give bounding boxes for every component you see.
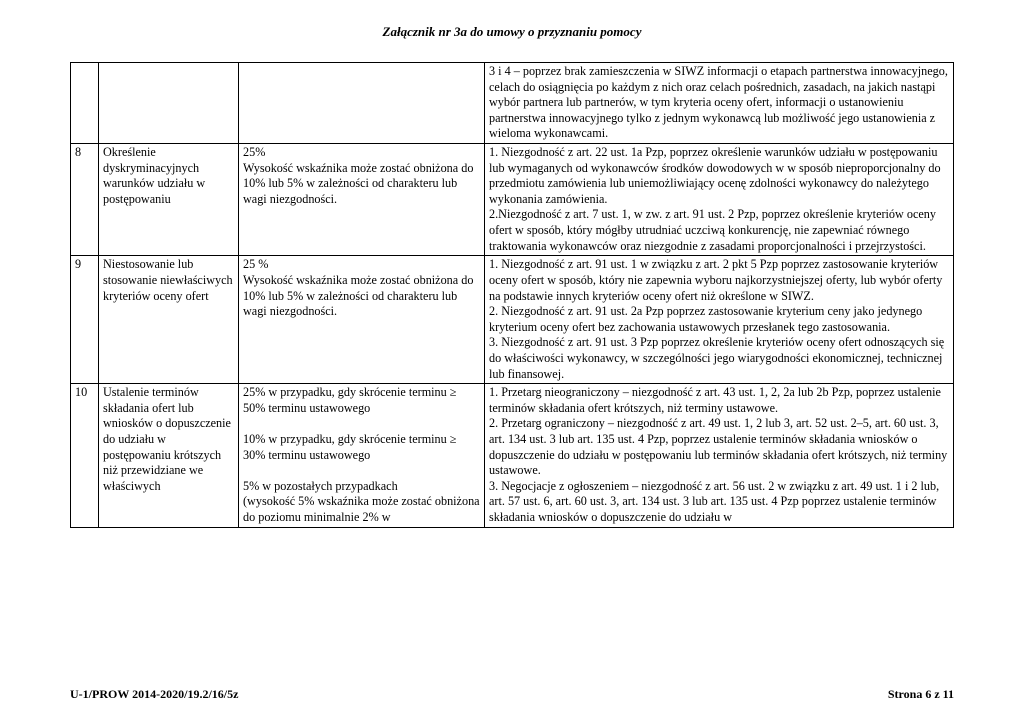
cell-number: 8 xyxy=(71,144,99,256)
main-table: 3 i 4 – poprzez brak zamieszczenia w SIW… xyxy=(70,62,954,528)
cell-name xyxy=(99,63,239,144)
page-title: Załącznik nr 3a do umowy o przyznaniu po… xyxy=(70,24,954,40)
page-footer: U-1/PROW 2014-2020/19.2/16/5z Strona 6 z… xyxy=(70,687,954,702)
cell-name: Niestosowanie lub stosowanie niewłaściwy… xyxy=(99,256,239,384)
cell-description: 1. Niezgodność z art. 91 ust. 1 w związk… xyxy=(485,256,954,384)
cell-description: 1. Niezgodność z art. 22 ust. 1a Pzp, po… xyxy=(485,144,954,256)
cell-name: Ustalenie terminów składania ofert lub w… xyxy=(99,384,239,527)
footer-page-number: Strona 6 z 11 xyxy=(888,687,954,702)
cell-number: 9 xyxy=(71,256,99,384)
cell-rate xyxy=(239,63,485,144)
cell-number: 10 xyxy=(71,384,99,527)
cell-description: 3 i 4 – poprzez brak zamieszczenia w SIW… xyxy=(485,63,954,144)
table-row: 3 i 4 – poprzez brak zamieszczenia w SIW… xyxy=(71,63,954,144)
cell-number xyxy=(71,63,99,144)
cell-rate: 25% w przypadku, gdy skrócenie terminu ≥… xyxy=(239,384,485,527)
table-row: 10Ustalenie terminów składania ofert lub… xyxy=(71,384,954,527)
document-page: Załącznik nr 3a do umowy o przyznaniu po… xyxy=(0,0,1024,724)
cell-rate: 25% Wysokość wskaźnika może zostać obniż… xyxy=(239,144,485,256)
cell-description: 1. Przetarg nieograniczony – niezgodność… xyxy=(485,384,954,527)
cell-rate: 25 % Wysokość wskaźnika może zostać obni… xyxy=(239,256,485,384)
cell-name: Określenie dyskryminacyjnych warunków ud… xyxy=(99,144,239,256)
table-row: 8Określenie dyskryminacyjnych warunków u… xyxy=(71,144,954,256)
table-row: 9Niestosowanie lub stosowanie niewłaściw… xyxy=(71,256,954,384)
footer-document-code: U-1/PROW 2014-2020/19.2/16/5z xyxy=(70,687,238,702)
